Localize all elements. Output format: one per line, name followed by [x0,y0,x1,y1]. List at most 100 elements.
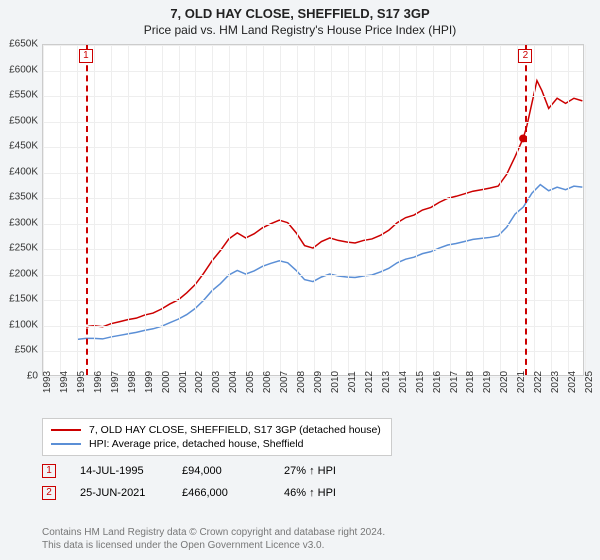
y-tick-label: £300K [9,217,38,228]
x-tick-label: 2008 [296,371,307,393]
legend: 7, OLD HAY CLOSE, SHEFFIELD, S17 3GP (de… [42,418,392,456]
x-tick-label: 1996 [93,371,104,393]
x-tick-label: 2012 [364,371,375,393]
transaction-date: 25-JUN-2021 [80,487,158,499]
gridline-vertical [365,45,366,375]
x-tick-label: 2001 [178,371,189,393]
gridline-vertical [297,45,298,375]
gridline-horizontal [43,275,583,276]
x-tick-label: 2025 [584,371,595,393]
x-tick-label: 2017 [449,371,460,393]
y-tick-label: £650K [9,39,38,50]
x-tick-label: 2011 [347,371,358,393]
footer-attribution: Contains HM Land Registry data © Crown c… [42,526,385,552]
gridline-vertical [466,45,467,375]
y-tick-label: £350K [9,192,38,203]
gridline-vertical [145,45,146,375]
gridline-vertical [195,45,196,375]
legend-swatch [51,443,81,445]
y-tick-label: £0 [27,371,38,382]
x-tick-label: 2007 [279,371,290,393]
gridline-horizontal [43,249,583,250]
event-marker-box: 2 [518,49,532,63]
event-vline [525,45,527,375]
gridline-vertical [517,45,518,375]
x-tick-label: 1993 [42,371,53,393]
gridline-horizontal [43,45,583,46]
transaction-row: 114-JUL-1995£94,00027% ↑ HPI [42,460,362,482]
gridline-horizontal [43,198,583,199]
gridline-horizontal [43,147,583,148]
y-axis: £0£50K£100K£150K£200K£250K£300K£350K£400… [0,44,42,376]
x-tick-label: 1994 [59,371,70,393]
gridline-horizontal [43,326,583,327]
gridline-vertical [43,45,44,375]
gridline-horizontal [43,300,583,301]
x-tick-label: 2016 [432,371,443,393]
transaction-marker: 1 [42,464,56,478]
y-tick-label: £50K [15,345,38,356]
gridline-vertical [382,45,383,375]
gridline-vertical [500,45,501,375]
gridline-vertical [534,45,535,375]
x-tick-label: 1997 [110,371,121,393]
y-tick-label: £600K [9,64,38,75]
event-marker-box: 1 [79,49,93,63]
y-tick-label: £250K [9,243,38,254]
gridline-vertical [60,45,61,375]
y-tick-label: £400K [9,166,38,177]
transaction-date: 14-JUL-1995 [80,465,158,477]
footer-line: Contains HM Land Registry data © Crown c… [42,526,385,539]
chart-container: 7, OLD HAY CLOSE, SHEFFIELD, S17 3GP Pri… [0,0,600,560]
x-tick-label: 2020 [499,371,510,393]
transaction-delta: 46% ↑ HPI [284,487,362,499]
legend-label: HPI: Average price, detached house, Shef… [89,438,303,450]
x-tick-label: 2022 [533,371,544,393]
chart-subtitle: Price paid vs. HM Land Registry's House … [0,21,600,37]
gridline-vertical [450,45,451,375]
y-tick-label: £550K [9,90,38,101]
x-tick-label: 2019 [482,371,493,393]
gridline-horizontal [43,122,583,123]
transaction-marker: 2 [42,486,56,500]
y-tick-label: £100K [9,319,38,330]
footer-line: This data is licensed under the Open Gov… [42,539,385,552]
x-tick-label: 2005 [245,371,256,393]
gridline-vertical [585,45,586,375]
plot-area: 12 [42,44,584,376]
event-vline [86,45,88,375]
x-tick-label: 2010 [330,371,341,393]
series-hpi [77,185,582,340]
x-tick-label: 2024 [567,371,578,393]
transaction-row: 2 25-JUN-2021 £466,000 46% ↑ HPI [42,482,362,504]
gridline-vertical [568,45,569,375]
x-tick-label: 2023 [550,371,561,393]
gridline-vertical [399,45,400,375]
gridline-horizontal [43,96,583,97]
legend-label: 7, OLD HAY CLOSE, SHEFFIELD, S17 3GP (de… [89,424,381,436]
gridline-vertical [551,45,552,375]
chart-title: 7, OLD HAY CLOSE, SHEFFIELD, S17 3GP [0,0,600,21]
x-tick-label: 2009 [313,371,324,393]
gridline-vertical [348,45,349,375]
legend-swatch [51,429,81,431]
transaction-price: £94,000 [182,465,260,477]
gridline-horizontal [43,351,583,352]
x-tick-label: 2018 [465,371,476,393]
y-tick-label: £200K [9,268,38,279]
x-tick-label: 1999 [144,371,155,393]
y-tick-label: £500K [9,115,38,126]
x-tick-label: 2013 [381,371,392,393]
x-axis: 1993199419951996199719981999200020012002… [42,378,584,418]
gridline-vertical [331,45,332,375]
transaction-price: £466,000 [182,487,260,499]
gridline-vertical [263,45,264,375]
gridline-vertical [433,45,434,375]
gridline-vertical [179,45,180,375]
x-tick-label: 1995 [76,371,87,393]
gridline-vertical [94,45,95,375]
gridline-vertical [111,45,112,375]
x-tick-label: 2021 [516,371,527,393]
gridline-vertical [314,45,315,375]
gridline-vertical [162,45,163,375]
